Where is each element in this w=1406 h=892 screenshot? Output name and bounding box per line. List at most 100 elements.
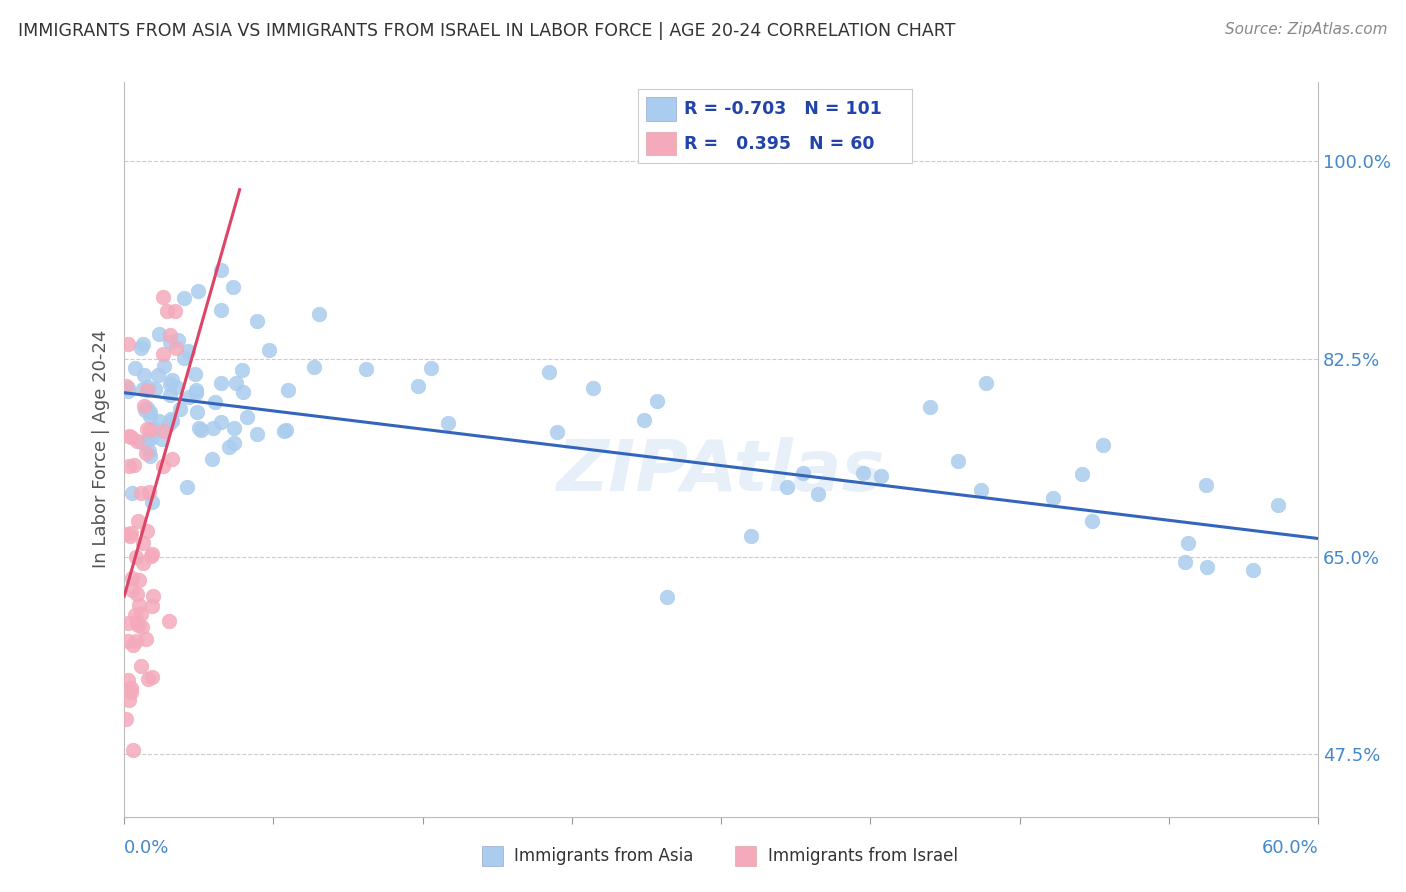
Point <box>152 458 174 473</box>
Point <box>308 308 330 322</box>
Point <box>141 549 163 564</box>
Point <box>218 440 240 454</box>
Point <box>138 444 160 458</box>
Point <box>129 434 152 449</box>
Point <box>136 380 159 394</box>
Point <box>173 351 195 365</box>
Point <box>1267 498 1289 512</box>
Point <box>134 368 156 382</box>
Point <box>209 303 232 318</box>
Point <box>117 429 139 443</box>
Point <box>148 414 170 428</box>
Point <box>127 618 149 632</box>
Point <box>135 401 157 416</box>
Point <box>165 304 187 318</box>
Point <box>160 451 183 466</box>
Point <box>645 393 668 408</box>
Point <box>740 529 762 543</box>
Point <box>150 432 173 446</box>
Point <box>136 672 159 686</box>
Point <box>1241 563 1264 577</box>
Point <box>139 405 162 419</box>
Point <box>870 469 893 483</box>
Point <box>204 394 226 409</box>
Text: 0.0%: 0.0% <box>124 838 170 857</box>
Point <box>125 634 148 648</box>
Point <box>1174 555 1197 569</box>
Point <box>139 431 162 445</box>
Point <box>657 590 679 604</box>
Point <box>118 458 141 473</box>
Point <box>132 536 155 550</box>
Point <box>186 404 208 418</box>
Point <box>125 615 148 630</box>
Point <box>120 525 142 540</box>
Point <box>129 659 152 673</box>
Text: IMMIGRANTS FROM ASIA VS IMMIGRANTS FROM ISRAEL IN LABOR FORCE | AGE 20-24 CORREL: IMMIGRANTS FROM ASIA VS IMMIGRANTS FROM … <box>18 22 956 40</box>
Point <box>135 524 157 539</box>
Point <box>173 291 195 305</box>
Point <box>135 446 157 460</box>
Point <box>127 515 149 529</box>
Point <box>259 343 281 357</box>
Point <box>169 402 191 417</box>
Point <box>165 341 187 355</box>
Point <box>231 363 253 377</box>
Point <box>157 614 180 628</box>
Point <box>122 458 145 472</box>
Point <box>246 427 269 442</box>
Point <box>246 314 269 328</box>
Point <box>222 436 245 450</box>
Point <box>122 743 145 757</box>
Text: Immigrants from Asia: Immigrants from Asia <box>515 847 695 864</box>
Point <box>141 670 163 684</box>
Point <box>948 453 970 467</box>
Point <box>538 366 561 380</box>
Point <box>232 385 254 400</box>
Point <box>129 486 152 500</box>
Point <box>120 430 142 444</box>
Point <box>184 386 207 401</box>
Point <box>176 480 198 494</box>
Point <box>129 607 152 622</box>
Point <box>970 483 993 498</box>
Point <box>1177 536 1199 550</box>
Point <box>125 586 148 600</box>
Point <box>132 556 155 570</box>
Point <box>156 418 179 433</box>
Point <box>117 381 139 395</box>
Point <box>152 347 174 361</box>
Point <box>209 416 232 430</box>
Point <box>302 360 325 375</box>
Point <box>139 423 162 437</box>
Point <box>117 616 139 631</box>
Point <box>124 550 146 565</box>
Point <box>117 673 139 687</box>
Point <box>152 424 174 438</box>
Point <box>132 382 155 396</box>
Point <box>156 304 179 318</box>
Point <box>184 383 207 397</box>
Point <box>115 712 138 726</box>
Point <box>138 432 160 446</box>
Point <box>134 399 156 413</box>
Point <box>118 529 141 543</box>
Point <box>141 599 163 614</box>
Point <box>115 378 138 392</box>
Point <box>187 284 209 298</box>
Y-axis label: In Labor Force | Age 20-24: In Labor Force | Age 20-24 <box>93 330 110 568</box>
Point <box>222 279 245 293</box>
Point <box>436 416 458 430</box>
Point <box>776 480 799 494</box>
Point <box>162 414 184 428</box>
Point <box>134 402 156 417</box>
Point <box>148 327 170 342</box>
Point <box>274 423 297 437</box>
Point <box>152 290 174 304</box>
Point <box>138 485 160 500</box>
Point <box>139 449 162 463</box>
Point <box>153 359 176 373</box>
Point <box>1070 467 1092 481</box>
Point <box>159 328 181 343</box>
Point <box>160 412 183 426</box>
